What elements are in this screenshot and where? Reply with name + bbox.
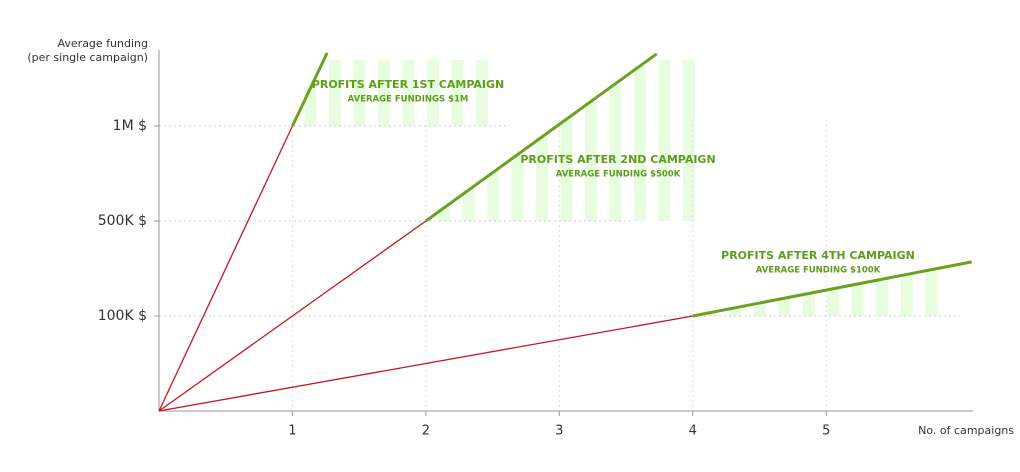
annotation-subtitle: AVERAGE FUNDINGS $1M (348, 95, 469, 105)
stripe (426, 60, 439, 126)
annotation-subtitle: AVERAGE FUNDING $500K (556, 170, 681, 180)
x-tick-label: 1 (288, 424, 296, 439)
stripe (486, 172, 499, 221)
stripe (475, 60, 488, 126)
x-tick-label: 5 (822, 424, 830, 439)
x-tick-label: 4 (689, 424, 697, 439)
line (425, 52, 658, 223)
line (158, 125, 294, 412)
x-tick-label: 2 (422, 424, 430, 439)
line (158, 220, 427, 412)
stripe (851, 283, 864, 316)
annotation-title: PROFITS AFTER 2ND CAMPAIGN (520, 153, 715, 166)
line (158, 315, 693, 412)
stripe (451, 60, 464, 126)
stripe (328, 60, 341, 126)
x-axis-title: No. of campaigns (918, 424, 1014, 437)
stripe (584, 101, 597, 221)
x-tick-label: 3 (555, 424, 563, 439)
stripe (827, 288, 840, 316)
stripe (753, 302, 766, 316)
stripe (402, 60, 415, 126)
annotation-title: PROFITS AFTER 1ST CAMPAIGN (312, 78, 504, 91)
y-tick-label: 500K $ (98, 213, 147, 229)
stripes (304, 60, 938, 316)
y-axis-title: (per single campaign) (27, 51, 148, 64)
stripe (682, 60, 695, 221)
grid (159, 120, 960, 411)
stripe (560, 119, 573, 221)
line (291, 52, 329, 127)
stripe (609, 83, 622, 221)
stripe (729, 307, 742, 316)
stripe (876, 279, 889, 316)
y-tick-label: 100K $ (98, 308, 147, 324)
stripe (658, 60, 671, 221)
line (692, 260, 972, 318)
stripe (633, 66, 646, 221)
stripe (535, 136, 548, 221)
stripe (704, 312, 717, 316)
stripe (802, 293, 815, 316)
annotation-subtitle: AVERAGE FUNDING $100K (756, 266, 881, 276)
y-axis-title: Average funding (58, 37, 148, 50)
stripe (462, 190, 475, 221)
stripe (900, 274, 913, 316)
stripe (511, 154, 524, 221)
annotation-title: PROFITS AFTER 4TH CAMPAIGN (721, 249, 915, 262)
stripe (925, 269, 938, 316)
stripe (353, 60, 366, 126)
stripe (778, 298, 791, 316)
stripe (377, 60, 390, 126)
y-tick-label: 1M $ (113, 118, 147, 134)
